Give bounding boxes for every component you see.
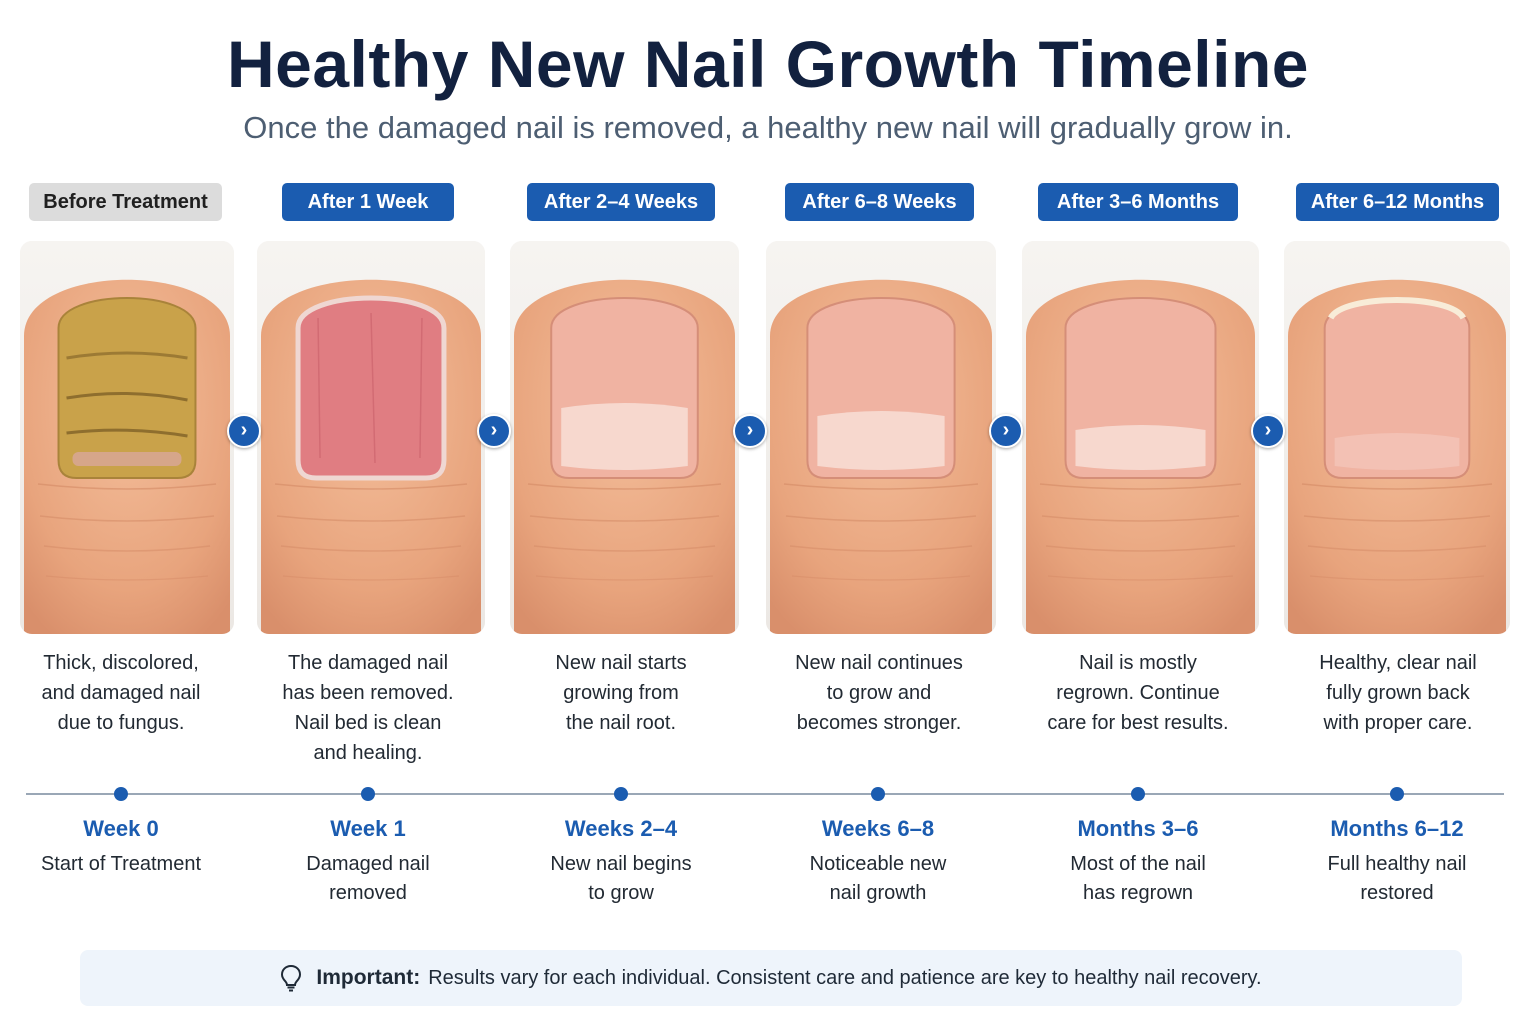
timeline-sublabel: New nail begins to grow [501, 850, 741, 908]
page-title: Healthy New Nail Growth Timeline [226, 27, 1310, 101]
timeline-sublabel-line: Most of the nail [1070, 853, 1206, 875]
timeline-dot [614, 787, 628, 801]
timeline-line [26, 793, 1504, 795]
stage-description-line: care for best results. [1047, 712, 1229, 734]
stage-description: Nail is mostly regrown. Continue care for … [1018, 648, 1258, 738]
timeline-sublabel: Full healthy nail restored [1277, 850, 1517, 908]
timeline-sublabel-line: restored [1360, 882, 1434, 904]
timeline-dot [361, 787, 375, 801]
timeline-sublabel-line: New nail begins [550, 853, 692, 875]
chevron-right-icon: › [733, 414, 767, 448]
chevron-right-icon: › [989, 414, 1023, 448]
nail-photo [257, 241, 485, 634]
page-subtitle: Once the damaged nail is removed, a heal… [243, 110, 1293, 145]
timeline-label: Weeks 6–8 [821, 816, 935, 841]
stage-description-line: New nail continues [795, 652, 963, 674]
stage-description: Healthy, clear nail fully grown back with … [1278, 648, 1518, 738]
timeline-dot [1390, 787, 1404, 801]
stage-description-line: has been removed. [282, 682, 454, 704]
timeline-sublabel-line: to grow [588, 882, 654, 904]
timeline-dot [1131, 787, 1145, 801]
timeline-dot [114, 787, 128, 801]
stage-badge: Before Treatment [29, 183, 222, 221]
timeline-label: Months 6–12 [1330, 816, 1464, 841]
chevron-right-icon: › [1251, 414, 1285, 448]
important-note: Important: Results vary for each individ… [80, 950, 1462, 1006]
stage-description-line: with proper care. [1323, 712, 1473, 734]
stage-description-line: Nail bed is clean [294, 712, 442, 734]
nail-photo [1284, 241, 1510, 634]
nail-photo [766, 241, 996, 634]
timeline-label: Week 0 [83, 816, 159, 841]
timeline-sublabel-line: Damaged nail [306, 853, 430, 875]
stage-description-line: growing from [563, 682, 679, 704]
stage-badge: After 6–12 Months [1296, 183, 1499, 221]
note-label: Important: [316, 966, 421, 989]
timeline-sublabel-line: Noticeable new [809, 853, 947, 875]
chevron-right-icon: › [227, 414, 261, 448]
timeline-sublabel-line: removed [329, 882, 407, 904]
timeline-sublabel-line: has regrown [1082, 882, 1194, 904]
note-text: Results vary for each individual. Consis… [428, 966, 1262, 989]
timeline-sublabel: Most of the nail has regrown [1018, 850, 1258, 908]
stage-description-line: New nail starts [555, 652, 687, 674]
stage-description-line: Nail is mostly [1079, 652, 1197, 674]
stage-description-line: fully grown back [1326, 682, 1470, 704]
stage-description: Thick, discolored, and damaged nail due to… [1, 648, 241, 738]
timeline-sublabel: Start of Treatment [1, 850, 241, 879]
stage-badge: After 1 Week [282, 183, 454, 221]
timeline-sublabel-line: Start of Treatment [40, 853, 202, 875]
stage-description-line: regrown. Continue [1056, 682, 1220, 704]
stage-description-line: the nail root. [565, 712, 677, 734]
lightbulb-icon [281, 964, 302, 992]
timeline-sublabel-line: nail growth [829, 882, 927, 904]
stage-badge: After 6–8 Weeks [785, 183, 974, 221]
timeline-sublabel: Noticeable new nail growth [758, 850, 998, 908]
stage-description: New nail continues to grow and becomes str… [759, 648, 999, 738]
stage-description-line: becomes stronger. [796, 712, 962, 734]
stage-description-line: due to fungus. [57, 712, 185, 734]
timeline-dot [871, 787, 885, 801]
stage-description-line: and damaged nail [41, 682, 201, 704]
stage-description: The damaged nail has been removed. Nail be… [248, 648, 488, 768]
nail-photo [510, 241, 739, 634]
timeline-label: Week 1 [330, 816, 406, 841]
stage-description-line: Healthy, clear nail [1319, 652, 1477, 674]
nail-photo [20, 241, 234, 634]
timeline-label: Weeks 2–4 [564, 816, 678, 841]
stage-description-line: Thick, discolored, [43, 652, 199, 674]
timeline-label: Months 3–6 [1077, 816, 1199, 841]
stage-description-line: and healing. [313, 742, 423, 764]
chevron-right-icon: › [477, 414, 511, 448]
stage-description-line: The damaged nail [287, 652, 449, 674]
nail-photo [1022, 241, 1259, 634]
timeline-sublabel: Damaged nail removed [248, 850, 488, 908]
stage-description-line: to grow and [826, 682, 932, 704]
stage-badge: After 3–6 Months [1038, 183, 1238, 221]
stage-badge: After 2–4 Weeks [527, 183, 715, 221]
stage-description: New nail starts growing from the nail root… [501, 648, 741, 738]
timeline-sublabel-line: Full healthy nail [1327, 853, 1467, 875]
